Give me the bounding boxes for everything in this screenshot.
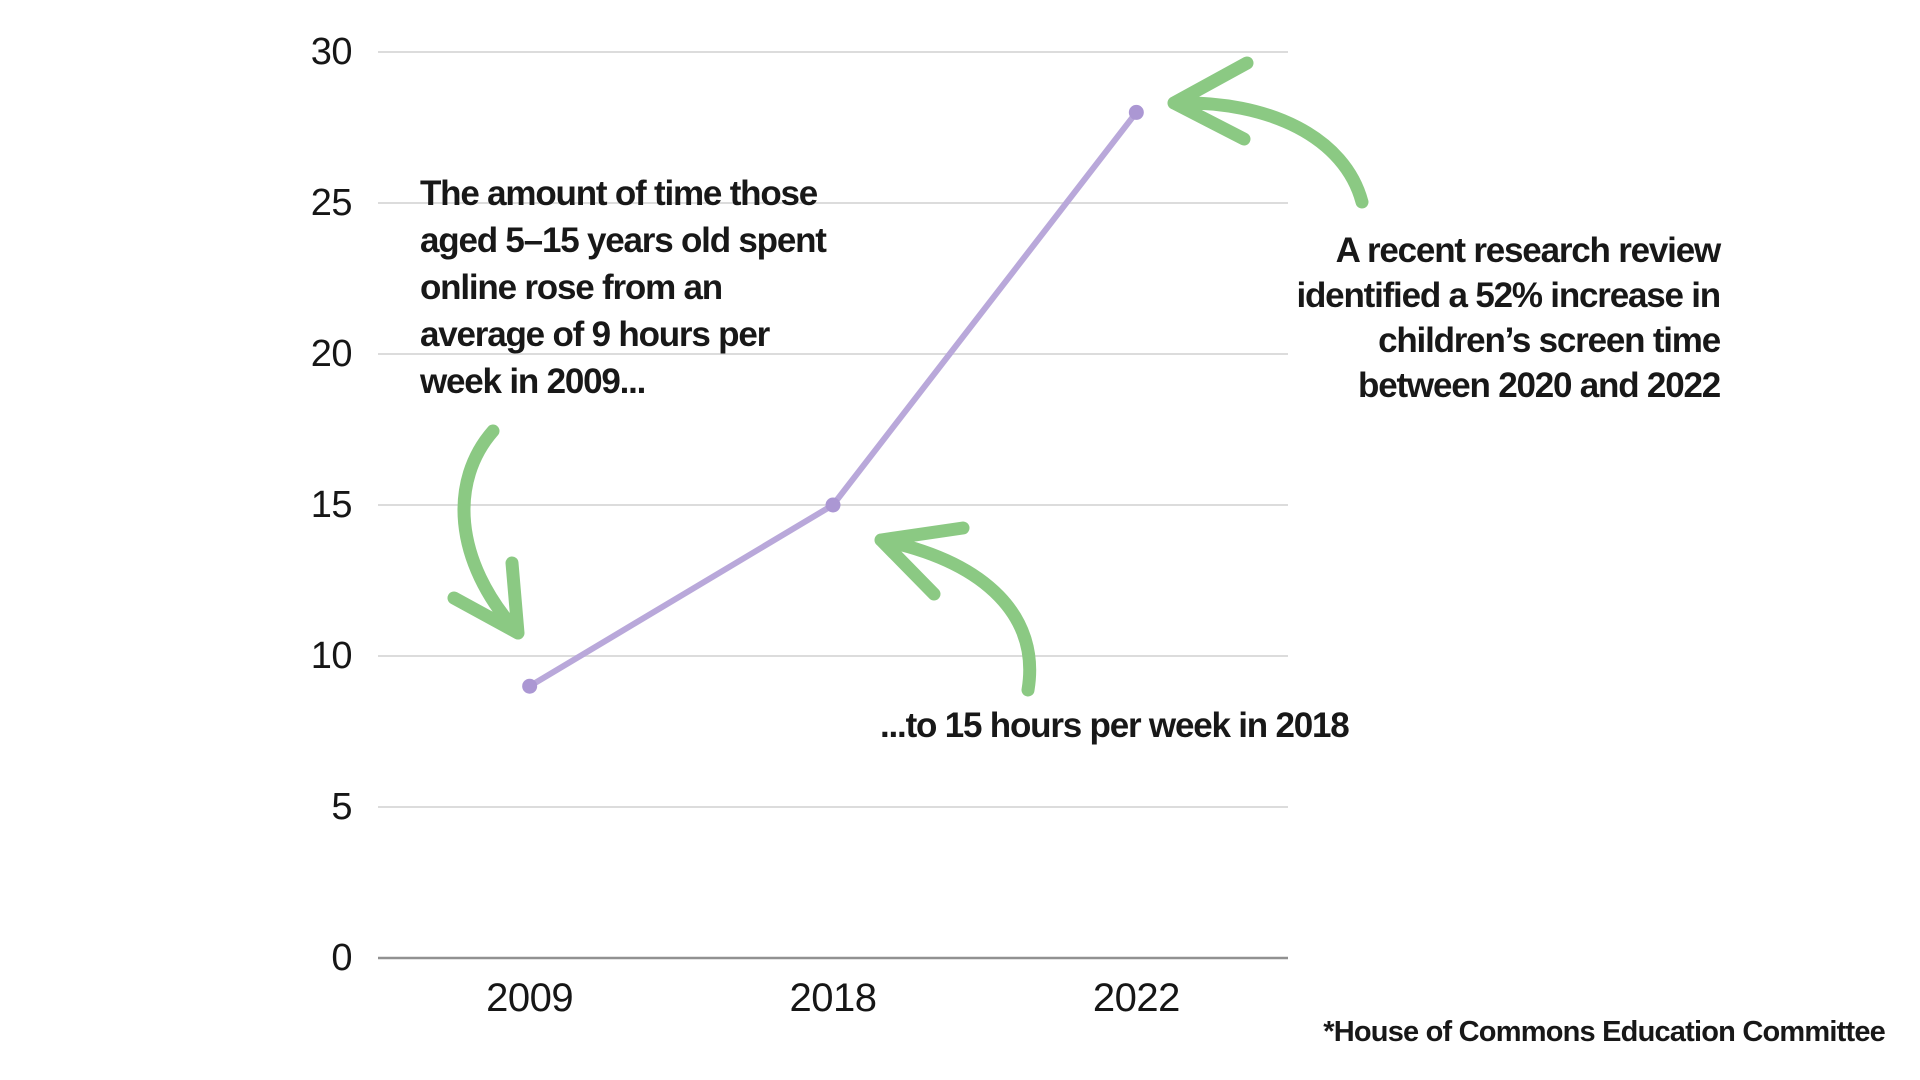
x-tick-label-2018: 2018 <box>789 976 877 1020</box>
annotation-2022-line: between 2020 and 2022 <box>1358 366 1721 405</box>
data-series <box>522 104 1144 694</box>
annotation-2009-line: average of 9 hours per <box>420 315 770 354</box>
x-tick-label-2022: 2022 <box>1092 976 1180 1020</box>
y-tick-label-5: 5 <box>331 786 352 828</box>
y-tick-label-25: 25 <box>310 182 353 224</box>
annotation-2018-line: ...to 15 hours per week in 2018 <box>880 706 1350 745</box>
annotation-2022-text: A recent research review identified a 52… <box>1296 228 1722 408</box>
annotation-2009-line: online rose from an <box>420 268 723 307</box>
arrow-left-to-2022-point-icon <box>1167 56 1369 209</box>
source-attribution: *House of Commons Education Committee <box>1323 1016 1886 1048</box>
y-tick-label-30: 30 <box>310 31 353 73</box>
annotation-2009-line: The amount of time those <box>420 174 818 213</box>
gridlines <box>378 51 1288 960</box>
annotation-2022-line: A recent research review <box>1335 231 1722 270</box>
data-point-2018 <box>825 497 841 513</box>
arrow-up-left-to-2018-point-icon <box>874 521 1037 697</box>
y-tick-label-0: 0 <box>331 937 352 979</box>
data-point-2009 <box>522 678 538 694</box>
arrow-down-to-2009-point-icon <box>447 424 525 640</box>
hand-drawn-arrows <box>447 56 1369 697</box>
y-tick-label-10: 10 <box>310 635 353 677</box>
data-point-2022 <box>1128 104 1144 120</box>
x-tick-label-2009: 2009 <box>486 976 574 1020</box>
y-tick-label-15: 15 <box>310 484 353 526</box>
annotation-2009-line: aged 5–15 years old spent <box>420 221 827 260</box>
annotation-2018-text: ...to 15 hours per week in 2018 <box>880 702 1350 749</box>
annotation-2022-line: children’s screen time <box>1378 321 1721 360</box>
annotation-2009-line: week in 2009... <box>420 362 646 401</box>
annotation-2022-line: identified a 52% increase in <box>1296 276 1721 315</box>
y-tick-label-20: 20 <box>310 333 353 375</box>
annotation-2009-text: The amount of time those aged 5–15 years… <box>420 170 827 405</box>
